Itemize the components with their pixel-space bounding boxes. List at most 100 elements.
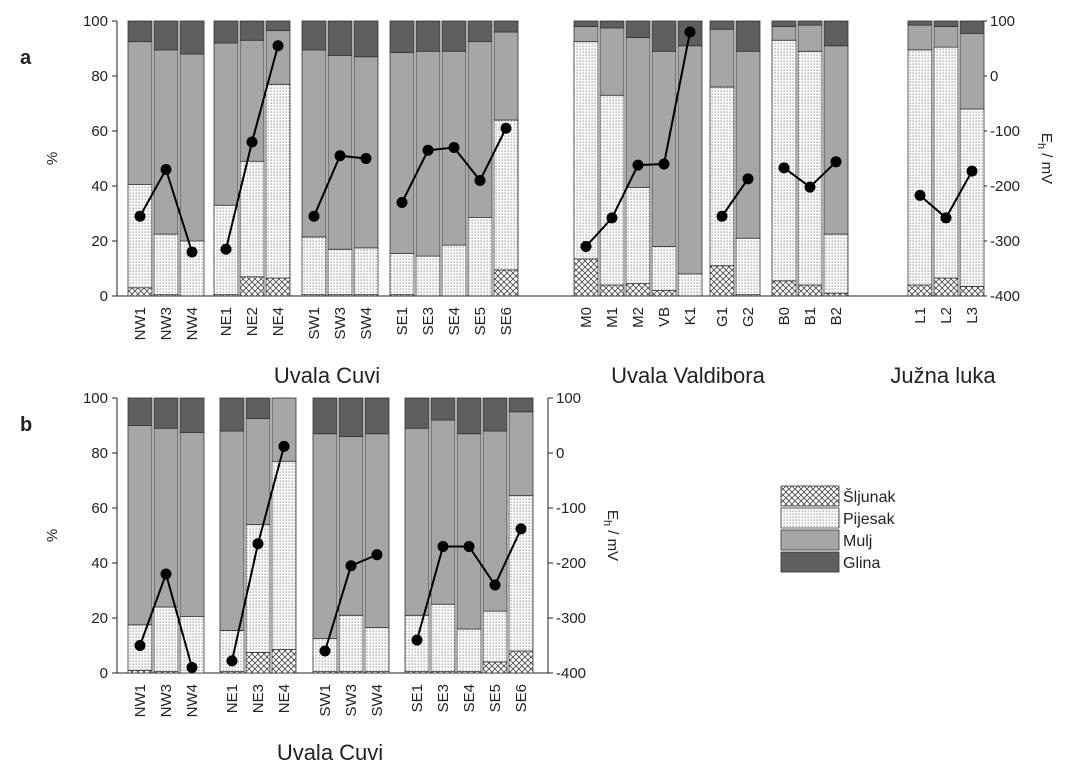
x-tick-label: VB	[656, 307, 673, 327]
group-label: Južna luka	[890, 363, 996, 388]
x-tick-label: B0	[776, 307, 793, 325]
bar-segment-glina	[677, 20, 703, 47]
bar-segment-pijesak	[153, 233, 179, 296]
bar-segment-sljunak	[771, 280, 797, 297]
x-tick-label: SE4	[461, 684, 478, 712]
y2-label-subscript: h	[1035, 143, 1047, 149]
x-tick-label: SW4	[358, 307, 375, 340]
bar-segment-mulj	[771, 26, 797, 41]
panel-label: a	[20, 47, 32, 69]
eh-point	[580, 241, 592, 252]
bar-segment-glina	[797, 20, 823, 26]
x-tick-label: SE1	[409, 684, 426, 712]
bar-segment-sljunak	[482, 661, 508, 674]
x-tick-label: G2	[740, 307, 757, 327]
bar-segment-mulj	[389, 52, 415, 254]
y2-label-main: E	[604, 510, 621, 520]
bar-segment-glina	[179, 20, 205, 55]
x-tick-label: B1	[802, 307, 819, 325]
bar-segment-mulj	[312, 433, 338, 640]
bar-segment-glina	[735, 20, 761, 52]
bar-segment-mulj	[301, 49, 327, 238]
bar-segment-glina	[239, 20, 265, 41]
eh-point	[246, 136, 258, 148]
x-tick-label: SE6	[513, 684, 530, 712]
eh-point	[684, 26, 696, 38]
bar-segment-glina	[127, 397, 153, 426]
bar-segment-glina	[907, 20, 933, 26]
bar-segment-pijesak	[482, 610, 508, 663]
bar-segment-glina	[441, 20, 467, 52]
y-tick-label: 100	[83, 390, 108, 407]
eh-line	[721, 178, 749, 217]
bar-segment-mulj	[933, 26, 959, 48]
eh-point	[308, 210, 320, 222]
eh-point	[160, 568, 172, 580]
x-tick-label: NW3	[158, 307, 175, 340]
y2-tick-label: -100	[990, 123, 1020, 140]
legend-label: Glina	[843, 555, 880, 572]
x-tick-label: SW1	[306, 307, 323, 340]
legend-label: Šljunak	[843, 487, 896, 506]
eh-point	[160, 164, 172, 175]
bar-segment-pijesak	[441, 244, 467, 297]
bar-segment-mulj	[651, 50, 677, 247]
bar-segment-pijesak	[327, 248, 353, 296]
bar-segment-pijesak	[959, 108, 985, 287]
x-tick-label: L3	[964, 307, 981, 324]
group-label: Uvala Valdibora	[611, 363, 765, 388]
x-tick-label: SW1	[317, 684, 334, 717]
x-tick-label: SE5	[472, 307, 489, 335]
legend-label: Pijesak	[843, 511, 896, 528]
y2-tick-label: 100	[990, 13, 1015, 30]
eh-point	[371, 549, 383, 561]
bar-segment-glina	[959, 20, 985, 34]
x-tick-label: SE3	[435, 684, 452, 712]
bar-segment-glina	[430, 397, 456, 421]
eh-point	[334, 150, 346, 162]
bar-segment-pijesak	[573, 41, 599, 260]
bar-segment-pijesak	[153, 606, 179, 673]
y-tick-label: 80	[91, 445, 108, 462]
bar-segment-pijesak	[467, 217, 493, 297]
bar-segment-glina	[404, 397, 430, 429]
y-tick-label: 60	[91, 123, 108, 140]
eh-point	[134, 640, 146, 651]
bar-segment-glina	[823, 20, 849, 47]
legend-swatch-crosshatch	[780, 485, 840, 507]
x-tick-label: SW3	[332, 307, 349, 340]
eh-point	[940, 212, 952, 224]
eh-point	[515, 523, 527, 535]
y2-tick-label: -200	[556, 555, 586, 572]
y-axis-label: %	[44, 152, 61, 165]
y2-label-unit: / mV	[1038, 149, 1055, 184]
bar-segment-sljunak	[239, 276, 265, 297]
y2-tick-label: -300	[556, 610, 586, 627]
panel-label: b	[20, 414, 32, 436]
x-tick-label: SE4	[446, 307, 463, 335]
bar-segment-mulj	[353, 56, 379, 249]
bar-segment-glina	[127, 20, 153, 43]
y2-tick-label: -400	[990, 288, 1020, 305]
bar-segment-glina	[245, 397, 271, 420]
bar-segment-sljunak	[907, 284, 933, 297]
y2-tick-label: -300	[990, 233, 1020, 250]
legend: Šljunak Pijesak Mulj Glina	[780, 485, 896, 573]
bar-segment-sljunak	[797, 284, 823, 297]
y-tick-label: 0	[100, 288, 108, 305]
legend-swatch-solid	[780, 529, 840, 551]
legend-label: Mulj	[843, 533, 872, 550]
panel-b: 0 20 40 60 80 100 -400 -300 -200 -100 0 100% Eh / mV…	[20, 390, 621, 765]
bar-segment-pijesak	[353, 247, 379, 296]
group-label: Uvala Cuvi	[277, 740, 383, 765]
bar-segment-sljunak	[508, 650, 534, 674]
bar-segment-pijesak	[265, 83, 291, 279]
bar-segment-pijesak	[415, 255, 441, 297]
bar-segment-mulj	[599, 27, 625, 96]
eh-point	[830, 156, 842, 168]
bar-segment-sljunak	[265, 277, 291, 297]
eh-point	[134, 210, 146, 222]
bar-segment-mulj	[959, 32, 985, 110]
bar-segment-pijesak	[797, 50, 823, 286]
bar-segment-mulj	[797, 24, 823, 52]
